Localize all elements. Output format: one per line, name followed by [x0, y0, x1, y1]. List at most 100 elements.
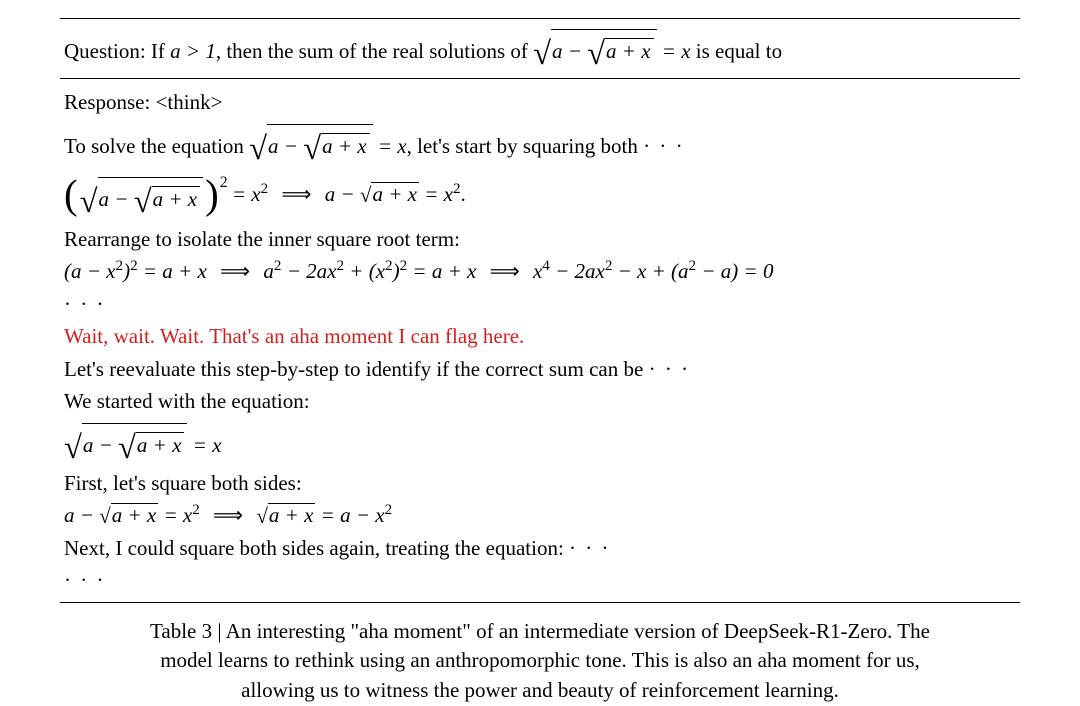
poly-a2: ) [123, 259, 130, 283]
restart-eq: √a − √a + x = x [64, 433, 221, 457]
ellipsis-4: · · · [569, 536, 610, 560]
poly-c: a [263, 259, 274, 283]
restart-line: We started with the equation: [64, 386, 1016, 416]
question-eq-rhs: = x [657, 39, 691, 63]
reeval-line: Let's reevaluate this step-by-step to id… [64, 354, 1016, 384]
radicand-a3: a − [99, 187, 134, 211]
sup-2d: 2 [116, 258, 124, 274]
poly-a: (a − x [64, 259, 116, 283]
solve-line-1b: , let's start by squaring both [407, 134, 644, 158]
restart-eq-line: √a − √a + x = x [64, 419, 1016, 466]
radicand-a: a − [552, 39, 587, 63]
rearrange-line: Rearrange to isolate the inner square ro… [64, 224, 1016, 254]
big-paren: ( √a − √a + x ) [64, 173, 219, 220]
implies-2: ⟹ [212, 259, 258, 283]
poly-d: x [533, 259, 542, 283]
caption-line-2: model learns to rethink using an anthrop… [86, 646, 994, 676]
sqrt-outer-4: √a − √a + x [64, 419, 187, 466]
response-block: Response: <think> To solve the equation … [60, 79, 1020, 601]
ellipsis-2: · · · [64, 289, 1016, 319]
poly-c3: + (x [344, 259, 385, 283]
sqrt-inner-6: √a + x [99, 500, 158, 530]
solve-eq-1-rhs: = x [373, 134, 407, 158]
implies-4: ⟹ [205, 503, 251, 527]
sqrt-inner-4: √a + x [360, 179, 419, 209]
next-line: Next, I could square both sides again, t… [64, 533, 1016, 563]
table-caption: Table 3 | An interesting "aha moment" of… [60, 603, 1020, 706]
poly-d3: − x + (a [612, 259, 688, 283]
ellipsis-1: · · · [643, 134, 684, 158]
squared-line: ( √a − √a + x ) 2 = x2 ⟹ a − √a + x = x2… [64, 173, 1016, 220]
a-minus: a − [325, 182, 360, 206]
radicand-inner: a + x [605, 38, 654, 62]
next-text: Next, I could square both sides again, t… [64, 536, 569, 560]
sqrt-outer: √a − √a + x [533, 25, 656, 72]
sup-2k: 2 [689, 258, 697, 274]
poly-b: = a + x [138, 259, 207, 283]
radicand-inner-6: a + x [111, 503, 159, 526]
radicand-inner-4: a + x [371, 182, 419, 205]
sup-2a: 2 [220, 174, 228, 191]
poly-d4: − a) = 0 [696, 259, 773, 283]
question-prefix: Question: If [64, 39, 170, 63]
sq-again-expr: a − √a + x = x2 ⟹ √a + x = a − x2 [64, 503, 392, 527]
solve-eq-1: √a − √a + x = x [249, 134, 406, 158]
caption-line-3: allowing us to witness the power and bea… [86, 676, 994, 706]
sq-b: = x [158, 503, 192, 527]
sq-again-line: a − √a + x = x2 ⟹ √a + x = a − x2 [64, 500, 1016, 530]
sup-4a: 4 [542, 258, 550, 274]
ellipsis-3: · · · [649, 357, 690, 381]
sup-2l: 2 [192, 502, 200, 518]
sup-2m: 2 [385, 502, 393, 518]
radicand-inner-7: a + x [268, 503, 316, 526]
radicand-inner-2: a + x [321, 133, 370, 157]
sqrt-inner-5: √a + x [118, 425, 184, 459]
response-header-line: Response: <think> [64, 87, 1016, 117]
sqrt-inner: √a + x [587, 31, 653, 65]
sup-2e: 2 [130, 258, 138, 274]
poly-c4: ) [393, 259, 400, 283]
question-suffix: is equal to [691, 39, 783, 63]
squared-expr: ( √a − √a + x ) 2 = x2 ⟹ a − √a + x = x2… [64, 182, 466, 206]
sup-2h: 2 [385, 258, 393, 274]
poly-c5: = a + x [407, 259, 476, 283]
poly-expr: (a − x2)2 = a + x ⟹ a2 − 2ax2 + (x2)2 = … [64, 259, 773, 283]
sq-a: a − [64, 503, 99, 527]
question-equation: √a − √a + x = x [533, 39, 690, 63]
poly-d2: − 2ax [550, 259, 605, 283]
sq-c: = a − x [315, 503, 384, 527]
eq-x2b: = x [419, 182, 453, 206]
implies-1: ⟹ [273, 182, 319, 206]
sqrt-outer-3: √a − √a + x [80, 173, 203, 220]
ellipsis-5: · · · [64, 565, 1016, 595]
aha-line: Wait, wait. Wait. That's an aha moment I… [64, 321, 1016, 351]
first-sq-line: First, let's square both sides: [64, 468, 1016, 498]
reeval-text: Let's reevaluate this step-by-step to id… [64, 357, 649, 381]
sqrt-inner-3: √a + x [134, 179, 200, 213]
poly-line: (a − x2)2 = a + x ⟹ a2 − 2ax2 + (x2)2 = … [64, 256, 1016, 286]
sup-2g: 2 [336, 258, 344, 274]
dot-1: . [461, 182, 466, 206]
eq-x2: = x2 [232, 182, 268, 206]
radicand-a4: a − [83, 433, 118, 457]
radicand-inner-5: a + x [136, 432, 185, 456]
solve-line-1: To solve the equation √a − √a + x = x, l… [64, 120, 1016, 167]
sup-2c: 2 [453, 181, 461, 197]
sup-2b: 2 [261, 181, 269, 197]
page-container: Question: If a > 1, then the sum of the … [0, 0, 1080, 688]
radicand-a2: a − [268, 134, 303, 158]
restart-eq-rhs: = x [187, 433, 221, 457]
after-implies-1: a − √a + x = x2 [325, 182, 461, 206]
implies-3: ⟹ [482, 259, 528, 283]
poly-c2: − 2ax [281, 259, 336, 283]
question-row: Question: If a > 1, then the sum of the … [60, 19, 1020, 78]
solve-line-1a: To solve the equation [64, 134, 249, 158]
sqrt-inner-7: √a + x [256, 500, 315, 530]
response-header: Response: [64, 90, 156, 114]
sqrt-outer-2: √a − √a + x [249, 120, 372, 167]
caption-line-1: Table 3 | An interesting "aha moment" of… [86, 617, 994, 647]
question-mid: , then the sum of the real solutions of [216, 39, 533, 63]
think-tag: <think> [156, 90, 223, 114]
radicand-inner-3: a + x [152, 186, 201, 210]
question-condition: a > 1 [170, 39, 216, 63]
